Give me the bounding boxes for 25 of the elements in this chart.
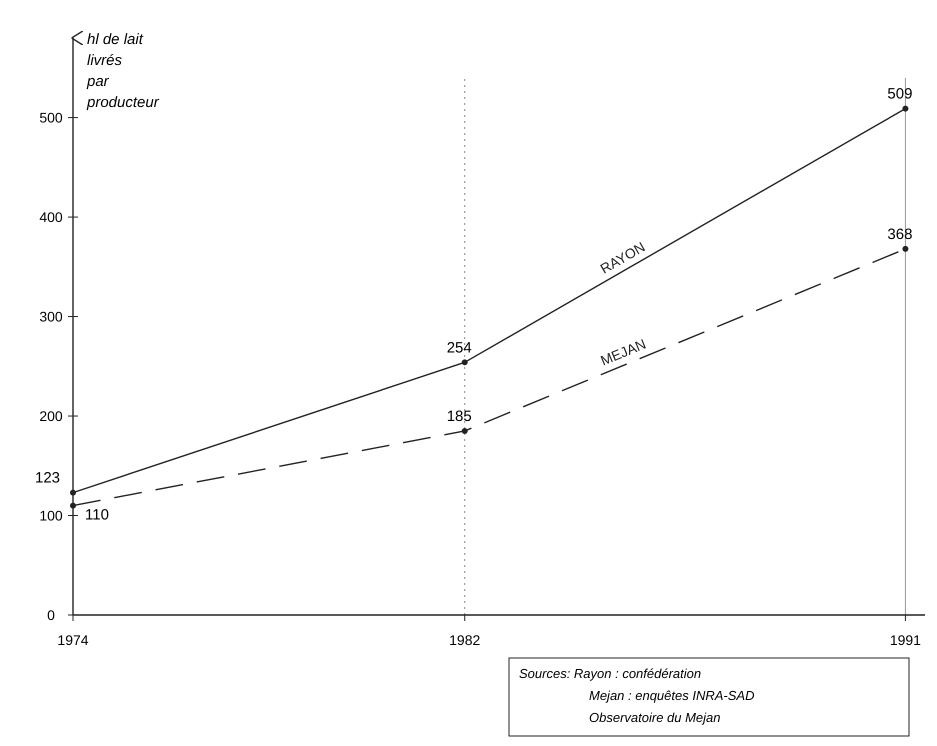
data-label: 110 xyxy=(85,506,109,524)
y-tick-label: 400 xyxy=(39,209,63,226)
point xyxy=(462,428,468,434)
point xyxy=(902,246,908,252)
x-tick-label: 1974 xyxy=(57,632,89,648)
data-label: 368 xyxy=(887,226,912,243)
y-tick-label: 200 xyxy=(39,408,63,424)
y-axis-title: hl de lait livrés par producteur xyxy=(86,31,160,111)
source-note: Sources: Rayon : confédération xyxy=(519,666,702,681)
text: Mejan : enquêtes INRA-SAD xyxy=(589,688,754,703)
x-tick-label: 1991 xyxy=(890,632,922,648)
point xyxy=(902,106,908,112)
text: Observatoire du Mejan xyxy=(589,710,721,725)
y-tick-label: 0 xyxy=(47,607,56,623)
y-tick-label: 300 xyxy=(39,308,63,325)
data-label: 509 xyxy=(887,86,912,103)
point xyxy=(70,490,76,496)
y-tick-label: 100 xyxy=(39,508,63,524)
data-label: 254 xyxy=(446,339,472,356)
data-label: 185 xyxy=(446,408,472,425)
point xyxy=(70,502,76,509)
y-tick-label: 500 xyxy=(39,110,63,126)
data-label: 123 xyxy=(35,470,60,487)
x-tick-label: 1982 xyxy=(449,632,481,648)
point xyxy=(462,359,468,366)
